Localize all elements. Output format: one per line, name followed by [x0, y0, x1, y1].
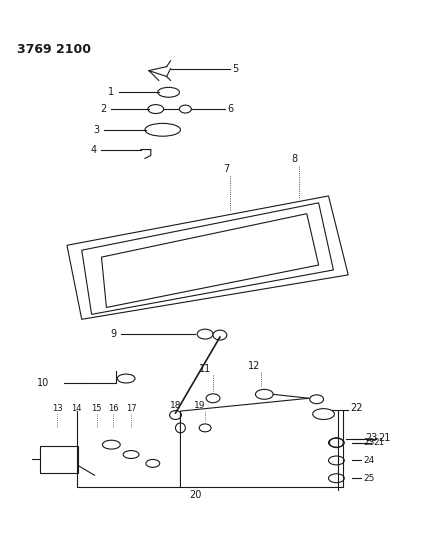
- Text: 13: 13: [52, 404, 62, 413]
- Text: 1: 1: [108, 87, 114, 98]
- Text: 15: 15: [91, 404, 102, 413]
- Text: 11: 11: [199, 364, 211, 374]
- Text: 3: 3: [93, 125, 99, 135]
- Text: 23: 23: [365, 433, 377, 443]
- Text: 18: 18: [170, 401, 181, 410]
- Text: 14: 14: [71, 404, 82, 413]
- Text: 22: 22: [350, 403, 363, 413]
- Text: 2: 2: [100, 104, 107, 114]
- Text: 21: 21: [378, 433, 390, 443]
- Text: 23: 23: [363, 438, 374, 447]
- Text: 7: 7: [223, 164, 229, 174]
- Bar: [40, 446, 78, 473]
- Text: 6: 6: [228, 104, 234, 114]
- Text: 19: 19: [194, 401, 206, 410]
- Ellipse shape: [213, 330, 227, 340]
- Text: 21: 21: [373, 438, 384, 447]
- Text: 9: 9: [110, 329, 116, 339]
- Text: 4: 4: [90, 144, 97, 155]
- Text: 20: 20: [189, 490, 202, 500]
- Text: 5: 5: [232, 63, 238, 74]
- Text: 24: 24: [363, 456, 374, 465]
- Text: 16: 16: [108, 404, 119, 413]
- Text: 3769 2100: 3769 2100: [17, 43, 91, 56]
- Text: 10: 10: [37, 378, 50, 389]
- Text: 12: 12: [248, 361, 261, 370]
- Ellipse shape: [169, 410, 181, 419]
- Text: 8: 8: [292, 155, 298, 164]
- Text: 17: 17: [126, 404, 137, 413]
- Text: 25: 25: [363, 474, 374, 483]
